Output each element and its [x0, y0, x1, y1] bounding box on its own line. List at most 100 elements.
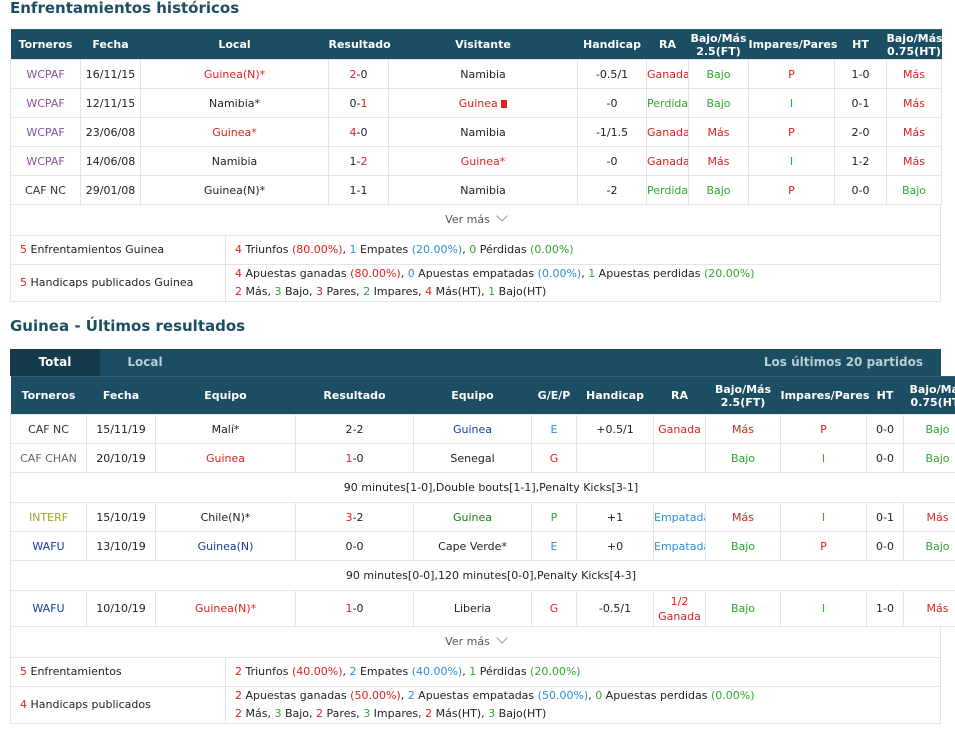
bm-ht-cell: Más	[903, 502, 955, 532]
visitor-team[interactable]: Guinea	[413, 414, 532, 444]
local-team[interactable]: Guinea(N)*	[140, 175, 329, 205]
result-cell[interactable]: 1-0	[295, 443, 414, 473]
col-visitante[interactable]: Visitante	[388, 29, 578, 60]
col-torneos[interactable]: Torneros	[10, 376, 87, 415]
visitor-team[interactable]: Senegal	[413, 443, 532, 473]
local-team[interactable]: Guinea*	[140, 117, 329, 147]
last-summary: 5 Enfrentamientos 2 Triunfos (40.00%), 2…	[10, 657, 941, 724]
handicap-cell: -0.5/1	[577, 59, 647, 89]
visitor-team[interactable]: Namibia	[388, 59, 578, 89]
col-impares-pares[interactable]: Impares/Pares	[780, 376, 869, 415]
col-ht[interactable]: HT	[866, 376, 904, 415]
torneo-cell[interactable]: CAF CHAN	[10, 443, 87, 473]
ver-mas-button[interactable]: Ver más	[10, 627, 941, 657]
local-team[interactable]: Guinea	[155, 443, 296, 473]
score-away: 2	[360, 154, 368, 168]
col-local[interactable]: Local	[140, 29, 329, 60]
visitor-team[interactable]: Guinea	[413, 502, 532, 532]
tab-total[interactable]: Total	[10, 349, 100, 376]
visitor-team[interactable]: Namibia	[388, 117, 578, 147]
col-bm25[interactable]: Bajo/Más 2.5(FT)	[688, 29, 749, 60]
col-resultado[interactable]: Resultado	[328, 29, 391, 60]
torneo-cell[interactable]: WAFU	[10, 590, 87, 627]
col-equipo-local[interactable]: Equipo	[155, 376, 296, 415]
bm-cell: Bajo	[688, 175, 749, 205]
score-away: 0	[360, 67, 368, 81]
torneo-cell[interactable]: WCPAF	[10, 146, 81, 176]
score-home: 2	[349, 67, 357, 81]
local-team[interactable]: Guinea(N)*	[140, 59, 329, 89]
local-team[interactable]: Chile(N)*	[155, 502, 296, 532]
visitor-team[interactable]: Guinea*	[388, 146, 578, 176]
ver-mas-button[interactable]: Ver más	[10, 205, 941, 235]
torneo-cell[interactable]: WCPAF	[10, 88, 81, 118]
col-impares-pares[interactable]: Impares/Pares	[748, 29, 837, 60]
visitor-team[interactable]: Guinea	[388, 88, 578, 118]
ra-cell: Empatada	[653, 502, 706, 532]
ip-cell: I	[748, 146, 835, 176]
result-cell[interactable]: 3-2	[295, 502, 414, 532]
torneo-cell[interactable]: WCPAF	[10, 117, 81, 147]
local-team[interactable]: Guinea(N)*	[155, 590, 296, 627]
col-ra[interactable]: RA	[646, 29, 689, 60]
result-cell[interactable]: 0-1	[328, 88, 389, 118]
score-away: 0	[360, 125, 368, 139]
h2h-summary: 5 Enfrentamientos Guinea 4 Triunfos (80.…	[10, 235, 941, 302]
summary-label: 4 Handicaps publicados	[10, 686, 226, 724]
result-cell[interactable]: 1-1	[328, 175, 389, 205]
last-20-label[interactable]: Los últimos 20 partidos	[763, 355, 923, 369]
torneo-cell[interactable]: INTERF	[10, 502, 87, 532]
local-team[interactable]: Namibia	[140, 146, 329, 176]
ra-cell: Ganada	[646, 59, 689, 89]
col-ht[interactable]: HT	[834, 29, 887, 60]
ip-cell: P	[748, 117, 835, 147]
handicap-cell: -0.5/1	[576, 590, 654, 627]
visitor-team[interactable]: Cape Verde*	[413, 531, 532, 561]
gep-cell: G	[531, 590, 577, 627]
ht-cell: 0-0	[866, 443, 904, 473]
col-handicap[interactable]: Handicap	[576, 376, 654, 415]
result-cell[interactable]: 1-0	[295, 590, 414, 627]
score-home: 1	[349, 154, 357, 168]
col-gep[interactable]: G/E/P	[531, 376, 577, 415]
local-team[interactable]: Namibia*	[140, 88, 329, 118]
tab-local[interactable]: Local	[127, 355, 163, 369]
score-sep: -	[356, 154, 361, 168]
col-fecha[interactable]: Fecha	[80, 29, 141, 60]
torneo-cell[interactable]: CAF NC	[10, 414, 87, 444]
last-results-title: Guinea - Últimos resultados	[10, 317, 246, 335]
visitor-team[interactable]: Namibia	[388, 175, 578, 205]
col-ra[interactable]: RA	[653, 376, 706, 415]
score-home: 4	[349, 125, 357, 139]
handicap-cell: -0	[577, 88, 647, 118]
col-torneos[interactable]: Torneros	[10, 29, 81, 60]
score-home: 0	[349, 96, 357, 110]
col-equipo-visitante[interactable]: Equipo	[413, 376, 532, 415]
summary-handicaps: 4 Apuestas ganadas (80.00%), 0 Apuestas …	[225, 264, 941, 302]
col-fecha[interactable]: Fecha	[86, 376, 156, 415]
col-bm25[interactable]: Bajo/Más 2.5(FT)	[705, 376, 781, 415]
torneo-cell[interactable]: WCPAF	[10, 59, 81, 89]
result-cell[interactable]: 0-0	[295, 531, 414, 561]
result-cell[interactable]: 2-2	[295, 414, 414, 444]
col-bm075[interactable]: Bajo/Más 0.75(HT)	[886, 29, 943, 60]
result-cell[interactable]: 2-0	[328, 59, 389, 89]
visitor-team[interactable]: Liberia	[413, 590, 532, 627]
col-bm075[interactable]: Bajo/Más 0.75(HT)	[903, 376, 955, 415]
ver-mas-label: Ver más	[445, 213, 490, 226]
bm-cell: Bajo	[688, 59, 749, 89]
torneo-cell[interactable]: CAF NC	[10, 175, 81, 205]
score-away: 1	[360, 96, 368, 110]
local-team[interactable]: Malí*	[155, 414, 296, 444]
handicap-cell: +0	[576, 531, 654, 561]
result-cell[interactable]: 4-0	[328, 117, 389, 147]
local-team[interactable]: Guinea(N)	[155, 531, 296, 561]
torneo-cell[interactable]: WAFU	[10, 531, 87, 561]
match-note: 90 minutes[0-0],120 minutes[0-0],Penalty…	[10, 560, 955, 591]
result-cell[interactable]: 1-2	[328, 146, 389, 176]
gep-cell: G	[531, 443, 577, 473]
col-resultado[interactable]: Resultado	[295, 376, 414, 415]
col-handicap[interactable]: Handicap	[577, 29, 647, 60]
note-row: 90 minutes[1-0],Double bouts[1-1],Penalt…	[10, 472, 955, 503]
table-row: CAF CHAN 20/10/19 Guinea 1-0 Senegal G B…	[10, 443, 955, 473]
